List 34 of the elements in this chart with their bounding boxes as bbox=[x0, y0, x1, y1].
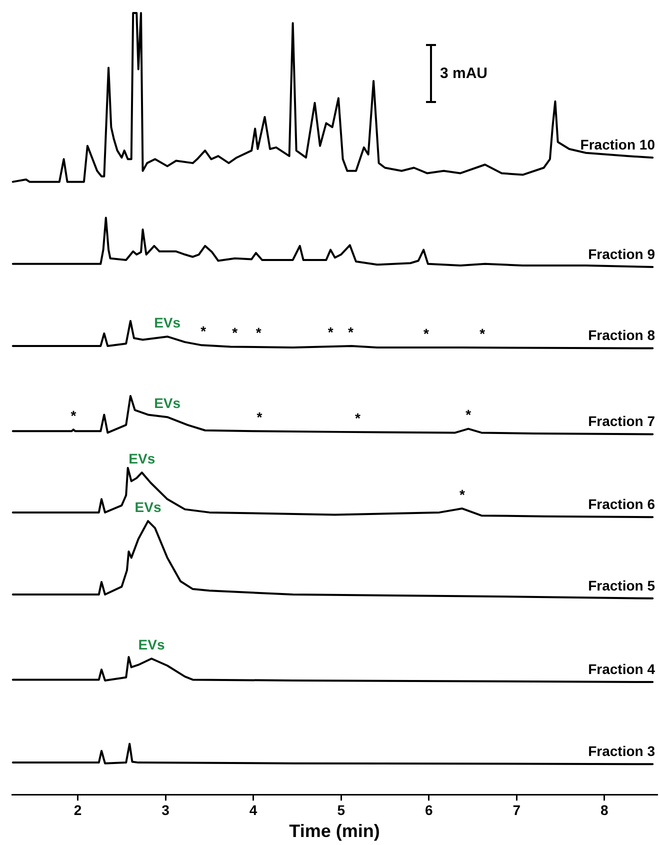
annotation: 3 mAU bbox=[440, 64, 488, 82]
annotation: * bbox=[480, 325, 486, 342]
annotation: * bbox=[256, 409, 263, 426]
x-tick-label: 8 bbox=[600, 802, 608, 818]
x-tick-label: 4 bbox=[249, 802, 258, 818]
annotation: * bbox=[70, 407, 77, 424]
x-tick-label: 6 bbox=[424, 802, 433, 818]
series-label: Fraction 9 bbox=[588, 246, 656, 262]
annotation: * bbox=[328, 324, 334, 340]
annotation: EVs bbox=[128, 450, 156, 466]
annotation: * bbox=[423, 325, 430, 342]
x-tick-label: 2 bbox=[74, 802, 82, 818]
annotation: EVs bbox=[138, 636, 165, 652]
annotation: EVs bbox=[154, 314, 181, 330]
series-label: Fraction 8 bbox=[588, 327, 656, 344]
x-tick-label: 5 bbox=[337, 802, 346, 818]
annotation: EVs bbox=[154, 394, 181, 411]
series-label: Fraction 5 bbox=[588, 577, 656, 594]
series-label: Fraction 10 bbox=[580, 136, 656, 152]
annotation: * bbox=[256, 324, 262, 341]
series-label: Fraction 6 bbox=[588, 496, 656, 512]
x-tick-label: 7 bbox=[512, 802, 521, 818]
annotation: * bbox=[355, 410, 362, 426]
series-label: Fraction 4 bbox=[588, 660, 656, 677]
series-label: Fraction 7 bbox=[588, 413, 656, 430]
annotation: * bbox=[348, 324, 354, 340]
annotation: EVs bbox=[134, 498, 162, 515]
series-label: Fraction 3 bbox=[588, 742, 656, 759]
annotation: * bbox=[200, 323, 207, 340]
x-tick-label: 3 bbox=[162, 802, 170, 818]
annotation: * bbox=[459, 486, 466, 502]
annotation: * bbox=[232, 324, 238, 341]
annotation: * bbox=[466, 406, 472, 423]
x-axis-title: Time (min) bbox=[289, 821, 380, 842]
